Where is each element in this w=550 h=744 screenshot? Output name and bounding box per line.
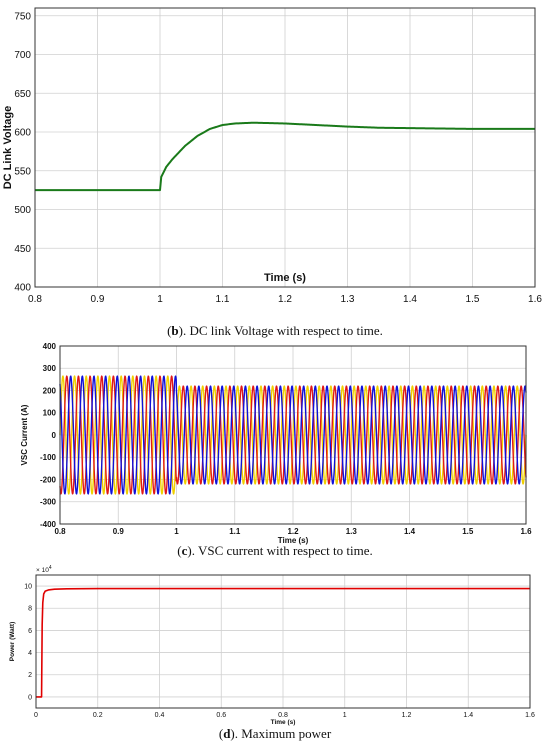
vsc-current-phase-3-line	[59, 375, 527, 495]
vsc-current-chart: 0.8 0.9 1 1.1 1.2 1.3 1.4 1.5 1.6 -400 -300 -200 -10…	[20, 342, 532, 545]
y-tick-label: 10	[24, 584, 32, 591]
x-tick-label: 1.1	[216, 294, 230, 305]
y-tick-label: 700	[14, 50, 31, 61]
x-tick-label: 1	[343, 712, 347, 719]
x-tick-label: 1.5	[466, 294, 480, 305]
y-tick-label: 0	[52, 431, 57, 440]
y-tick-label: 750	[14, 11, 31, 22]
x-tick-label: 1.6	[525, 712, 535, 719]
plot-frame	[35, 574, 531, 709]
y-tick-label: 400	[43, 342, 57, 351]
caption-d-letter: d	[223, 726, 231, 741]
dc-link-voltage-chart: 0.8 0.9 1 1.1 1.2 1.3 1.4 1.5 1.6 400 450 500 550 600…	[2, 7, 542, 305]
caption-c-text: ). VSC current with respect to time.	[187, 543, 372, 558]
x-tick-label: 1.5	[462, 527, 474, 536]
x-tick-label: 1.1	[229, 527, 241, 536]
x-tick-label: 1.4	[404, 527, 416, 536]
y-tick-label: 6	[28, 628, 32, 635]
x-tick-label: 1.2	[402, 712, 412, 719]
x-tick-label: 1	[157, 294, 163, 305]
y-tick-label: 8	[28, 606, 32, 613]
x-tick-label: 1.2	[278, 294, 292, 305]
x-tick-label: 1.4	[403, 294, 417, 305]
x-tick-label: 0.4	[155, 712, 165, 719]
caption-d: (d). Maximum power	[219, 726, 332, 741]
y-axis-label: VSC Current (A)	[20, 404, 29, 465]
x-tick-label: 0.6	[216, 712, 226, 719]
x-tick-label: 0.2	[93, 712, 103, 719]
y-tick-label: 300	[43, 364, 57, 373]
y-tick-label: 650	[14, 89, 31, 100]
x-tick-label: 1.3	[341, 294, 355, 305]
y-tick-label: -200	[40, 475, 57, 484]
y-tick-label: 400	[14, 283, 31, 294]
y-tick-label: 200	[43, 386, 57, 395]
caption-b: (b). DC link Voltage with respect to tim…	[167, 323, 383, 338]
y-axis-label: DC Link Voltage	[2, 106, 14, 190]
x-tick-label: 0.9	[91, 294, 105, 305]
x-tick-label: 0.8	[54, 527, 66, 536]
x-tick-label: 0.8	[28, 294, 42, 305]
maximum-power-line	[36, 587, 530, 698]
y-tick-label: 450	[14, 244, 31, 255]
plot-frame	[59, 345, 527, 525]
y-tick-label: 550	[14, 166, 31, 177]
y-tick-label: -300	[40, 498, 57, 507]
x-tick-label: 1.4	[463, 712, 473, 719]
x-axis-label: Time (s)	[271, 719, 296, 726]
y-tick-label: 500	[14, 205, 31, 216]
y-exponent-label: × 104	[36, 565, 52, 574]
x-tick-label: 0	[34, 712, 38, 719]
caption-b-letter: b	[171, 323, 178, 338]
maximum-power-chart: 0 0.2 0.4 0.6 0.8 1 1.2 1.4 1.6 0 2 4 6 8 10 Time (s) Po…	[9, 565, 535, 726]
y-tick-label: 600	[14, 128, 31, 139]
vsc-current-phase-1-line	[59, 375, 527, 495]
x-tick-label: 1.3	[346, 527, 358, 536]
x-tick-label: 1.6	[520, 527, 532, 536]
dc-link-voltage-line	[35, 121, 535, 192]
caption-c: (c). VSC current with respect to time.	[177, 543, 372, 558]
caption-c-letter: c	[182, 543, 188, 558]
y-tick-label: -400	[40, 520, 57, 529]
vsc-current-phase-2-line	[59, 375, 527, 495]
y-tick-label: 2	[28, 672, 32, 679]
y-tick-label: 4	[28, 650, 32, 657]
y-axis-label: Power (Watt)	[9, 622, 16, 661]
y-exponent-base: × 10	[36, 567, 49, 574]
y-tick-label: 0	[28, 694, 32, 701]
x-tick-label: 1	[174, 527, 179, 536]
x-tick-label: 1.2	[287, 527, 299, 536]
x-tick-label: 0.9	[113, 527, 125, 536]
x-axis-label: Time (s)	[264, 272, 306, 284]
x-axis-label: Time (s)	[278, 536, 309, 545]
x-tick-label: 1.6	[528, 294, 542, 305]
y-tick-label: 100	[43, 409, 57, 418]
x-tick-label: 0.8	[278, 712, 288, 719]
caption-b-text: ). DC link Voltage with respect to time.	[179, 323, 383, 338]
y-exponent-power: 4	[49, 565, 52, 571]
caption-d-text: ). Maximum power	[230, 726, 331, 741]
plot-frame	[34, 7, 536, 288]
y-tick-label: -100	[40, 453, 57, 462]
